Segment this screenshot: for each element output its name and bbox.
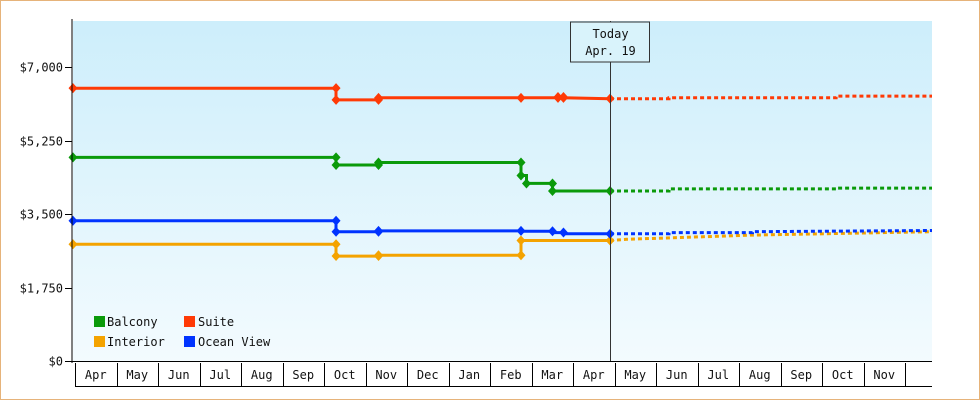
x-axis-ticks: Apr May Jun Jul Aug Sep Oct Nov Dec Jan Feb Mar Apr M… xyxy=(75,363,932,387)
data-point[interactable] xyxy=(548,178,558,189)
data-point[interactable] xyxy=(521,178,531,189)
x-tick-label: May xyxy=(624,368,646,382)
forecast-line-suite xyxy=(610,94,932,101)
forecast-line-interior xyxy=(609,230,933,242)
legend-swatch-ocean-view xyxy=(184,336,195,347)
series-interior xyxy=(68,230,933,262)
x-tick-label: Nov xyxy=(873,368,895,382)
data-point[interactable] xyxy=(374,92,384,103)
legend: Balcony Suite Interior Ocean View xyxy=(94,315,271,349)
x-tick-label: Jan xyxy=(458,368,480,382)
x-tick-label: Jul xyxy=(707,368,729,382)
series-suite xyxy=(68,83,932,105)
data-point[interactable] xyxy=(548,186,558,196)
legend-swatch-suite xyxy=(184,316,195,327)
data-point[interactable] xyxy=(516,250,526,261)
data-point[interactable] xyxy=(68,152,78,163)
today-marker: Today Apr. 19 xyxy=(570,21,650,361)
data-point[interactable] xyxy=(516,157,526,168)
y-tick-label: $7,000 xyxy=(20,61,63,75)
today-callout xyxy=(570,21,650,63)
y-tick-label: $1,750 xyxy=(20,282,63,296)
y-tick-label: $0 xyxy=(49,355,63,369)
data-point[interactable] xyxy=(68,83,78,94)
x-tick-label: Aug xyxy=(251,368,273,382)
legend-label-suite: Suite xyxy=(198,315,234,329)
data-point[interactable] xyxy=(516,92,526,103)
data-point[interactable] xyxy=(68,215,78,226)
data-point[interactable] xyxy=(331,226,341,237)
x-tick-label: Dec xyxy=(417,368,439,382)
data-point[interactable] xyxy=(331,159,341,170)
data-point[interactable] xyxy=(331,94,341,105)
x-tick-label: Sep xyxy=(292,368,314,382)
forecast-line-balcony xyxy=(610,186,932,193)
x-tick-label: Apr xyxy=(85,368,107,382)
today-date: Apr. 19 xyxy=(585,44,636,58)
series-ocean-view xyxy=(68,215,933,239)
data-point[interactable] xyxy=(331,215,341,226)
x-tick-label: Oct xyxy=(832,368,854,382)
data-point[interactable] xyxy=(331,239,341,250)
data-point[interactable] xyxy=(558,92,568,103)
x-tick-label: Jul xyxy=(209,368,231,382)
data-point[interactable] xyxy=(516,235,526,246)
x-tick-label: Aug xyxy=(749,368,771,382)
series-layer xyxy=(68,83,933,262)
legend-swatch-balcony xyxy=(94,316,105,327)
x-tick-label: Feb xyxy=(500,368,522,382)
data-point[interactable] xyxy=(516,225,526,236)
data-point[interactable] xyxy=(374,157,384,168)
x-tick-label: Sep xyxy=(790,368,812,382)
data-point[interactable] xyxy=(558,227,568,238)
data-point[interactable] xyxy=(331,83,341,94)
legend-label-balcony: Balcony xyxy=(107,315,158,329)
series-balcony xyxy=(68,152,932,196)
x-tick-label: Apr xyxy=(583,368,605,382)
data-point[interactable] xyxy=(374,250,384,261)
x-tick-label: Mar xyxy=(541,368,563,382)
y-tick-label: $3,500 xyxy=(20,208,63,222)
plot-background xyxy=(73,21,932,361)
x-tick-label: Jun xyxy=(168,368,190,382)
x-tick-label: Nov xyxy=(375,368,397,382)
data-point[interactable] xyxy=(374,225,384,236)
y-tick-label: $5,250 xyxy=(20,135,63,149)
data-point[interactable] xyxy=(331,152,341,163)
x-tick-label: May xyxy=(126,368,148,382)
legend-swatch-interior xyxy=(94,336,105,347)
data-point[interactable] xyxy=(516,170,526,181)
legend-label-interior: Interior xyxy=(107,335,165,349)
forecast-line-ocean-view xyxy=(610,229,933,236)
data-point[interactable] xyxy=(68,239,78,250)
y-axis-ticks: $0 $1,750 $3,500 $5,250 $7,000 xyxy=(20,61,72,369)
data-point[interactable] xyxy=(331,251,341,262)
legend-label-ocean-view: Ocean View xyxy=(198,335,271,349)
data-point[interactable] xyxy=(548,226,558,237)
x-tick-label: Jun xyxy=(666,368,688,382)
today-label: Today xyxy=(592,27,628,41)
data-point[interactable] xyxy=(553,92,563,103)
x-tick-label: Oct xyxy=(334,368,356,382)
